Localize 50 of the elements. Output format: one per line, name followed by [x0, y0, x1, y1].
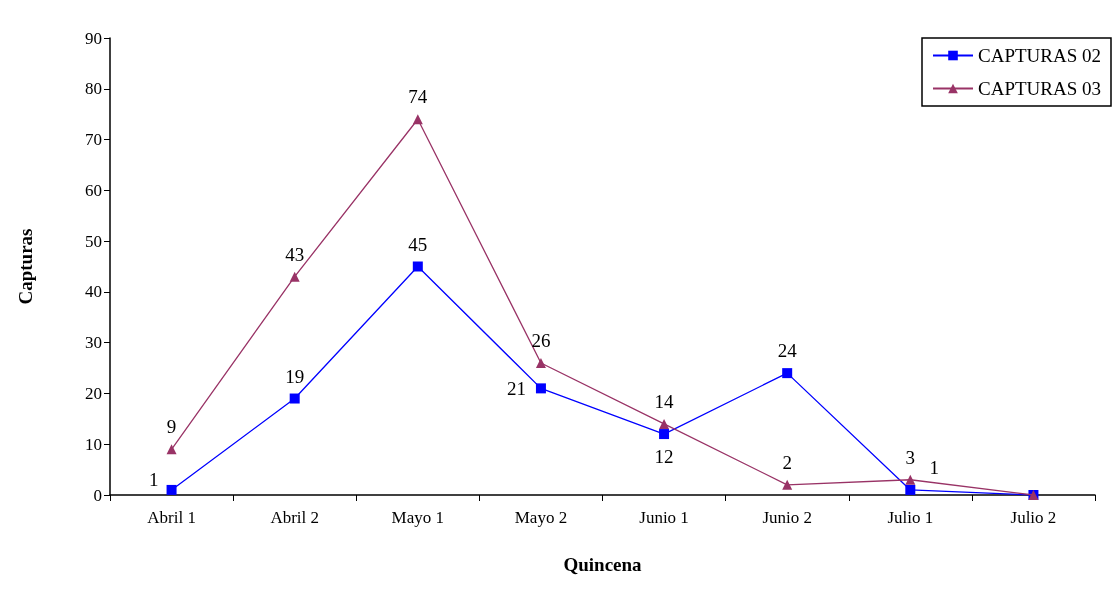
data-label: 74	[408, 86, 428, 108]
data-label: 2	[782, 451, 792, 473]
data-label: 45	[408, 233, 428, 255]
point	[535, 383, 546, 394]
y-tick-label: 40	[85, 282, 102, 302]
point	[166, 484, 177, 495]
data-label: 21	[506, 377, 526, 399]
data-label: 43	[285, 243, 305, 265]
point	[166, 444, 177, 455]
legend-label: CAPTURAS 02	[978, 45, 1101, 66]
x-tick-label: Junio 2	[762, 508, 812, 527]
point	[412, 114, 423, 125]
data-label: 12	[654, 446, 674, 468]
y-axis-title: Capturas	[15, 228, 36, 305]
point	[905, 474, 916, 485]
x-axis-title: Quincena	[563, 554, 643, 575]
y-tick-label: 60	[85, 180, 102, 200]
data-label: 1	[149, 469, 159, 491]
y-tick-label: 50	[85, 231, 102, 251]
data-label: 24	[777, 340, 798, 362]
y-tick-label: 70	[85, 130, 102, 150]
y-tick-label: 20	[85, 383, 102, 403]
y-tick-label: 30	[85, 333, 102, 353]
x-tick-label: Mayo 1	[391, 508, 445, 527]
point	[289, 271, 300, 282]
point	[782, 368, 793, 379]
point	[782, 479, 793, 490]
point	[535, 357, 546, 368]
x-tick-label: Abril 2	[270, 508, 320, 527]
point	[412, 261, 423, 272]
x-tick-label: Mayo 2	[514, 508, 568, 527]
data-label: 9	[166, 416, 177, 438]
data-label: 26	[531, 329, 551, 351]
data-label: 19	[285, 365, 305, 387]
y-tick-label: 90	[85, 28, 102, 48]
y-tick-label: 10	[85, 434, 102, 454]
data-label: 14	[654, 390, 675, 412]
x-tick-label: Abril 1	[147, 508, 196, 527]
data-label: 1	[929, 456, 940, 478]
point	[659, 418, 670, 429]
legend-label: CAPTURAS 03	[978, 78, 1101, 99]
data-label: 3	[905, 446, 916, 468]
x-tick-label: Julio 2	[1010, 508, 1057, 527]
x-tick-label: Julio 1	[887, 508, 934, 527]
point	[905, 484, 916, 495]
y-tick-label: 0	[93, 485, 102, 505]
x-tick-label: Junio 1	[639, 508, 689, 527]
point	[289, 393, 300, 404]
point	[659, 429, 670, 440]
y-tick-label: 80	[85, 79, 102, 99]
